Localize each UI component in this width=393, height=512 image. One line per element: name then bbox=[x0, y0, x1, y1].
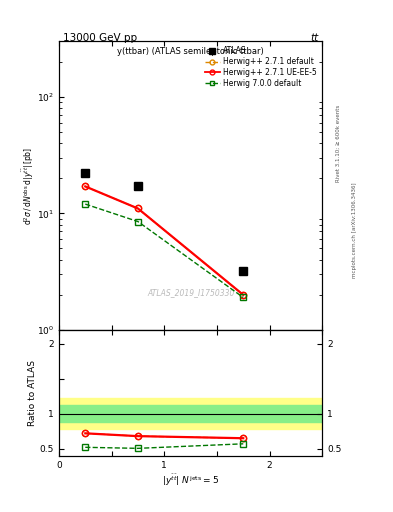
Text: Rivet 3.1.10; ≥ 600k events: Rivet 3.1.10; ≥ 600k events bbox=[336, 105, 341, 182]
Legend: ATLAS, Herwig++ 2.7.1 default, Herwig++ 2.7.1 UE-EE-5, Herwig 7.0.0 default: ATLAS, Herwig++ 2.7.1 default, Herwig++ … bbox=[203, 45, 318, 90]
Y-axis label: Ratio to ATLAS: Ratio to ATLAS bbox=[28, 360, 37, 426]
Text: tt: tt bbox=[310, 33, 318, 44]
Bar bbox=[59, 406, 322, 422]
Text: 13000 GeV pp: 13000 GeV pp bbox=[63, 33, 137, 44]
X-axis label: $|y^{\bar{t}\bar{t}}|\ N^\mathrm{jets} = 5$: $|y^{\bar{t}\bar{t}}|\ N^\mathrm{jets} =… bbox=[162, 472, 219, 488]
Text: mcplots.cern.ch [arXiv:1306.3436]: mcplots.cern.ch [arXiv:1306.3436] bbox=[352, 183, 357, 278]
Y-axis label: $\mathrm{d}^2\sigma\,/\,\mathrm{d}N^\mathrm{obs}\,\mathrm{d}|y^{\bar{t}\bar{t}}|: $\mathrm{d}^2\sigma\,/\,\mathrm{d}N^\mat… bbox=[20, 146, 35, 225]
Text: y(ttbar) (ATLAS semileptonic ttbar): y(ttbar) (ATLAS semileptonic ttbar) bbox=[117, 47, 264, 56]
Text: ATLAS_2019_I1750330: ATLAS_2019_I1750330 bbox=[147, 288, 234, 297]
Bar bbox=[59, 398, 322, 429]
